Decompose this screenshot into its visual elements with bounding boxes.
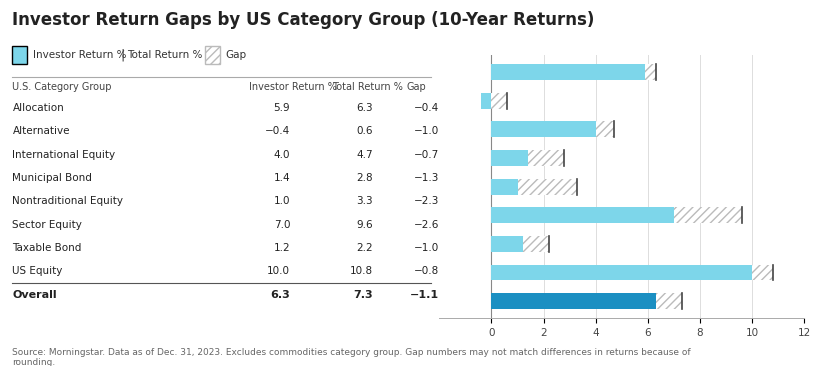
Bar (595, 122, 614, 137)
Bar (522, 236, 548, 252)
Text: −2.6: −2.6 (413, 220, 439, 229)
Text: 10.8: 10.8 (349, 266, 373, 276)
Text: 6.3: 6.3 (270, 290, 290, 300)
Text: Gap: Gap (225, 50, 246, 60)
Text: 1.2: 1.2 (273, 243, 290, 253)
Bar (527, 150, 564, 166)
Text: −1.0: −1.0 (414, 126, 439, 136)
Bar (644, 64, 655, 80)
Text: 3.3: 3.3 (356, 196, 373, 206)
Text: |: | (120, 48, 124, 61)
Text: 1.0: 1.0 (273, 196, 290, 206)
Bar (491, 122, 595, 137)
Bar (491, 265, 751, 280)
Text: 1.4: 1.4 (273, 173, 290, 183)
Text: U.S. Category Group: U.S. Category Group (12, 82, 112, 92)
Text: Investor Return %: Investor Return % (248, 82, 336, 92)
Text: Investor Return Gaps by US Category Group (10-Year Returns): Investor Return Gaps by US Category Grou… (12, 11, 595, 29)
Text: −1.3: −1.3 (413, 173, 439, 183)
Text: −0.8: −0.8 (414, 266, 439, 276)
Text: Investor Return %: Investor Return % (33, 50, 127, 60)
Bar (673, 208, 741, 223)
Text: Municipal Bond: Municipal Bond (12, 173, 92, 183)
Text: 4.0: 4.0 (273, 150, 290, 160)
Bar (480, 93, 507, 109)
Text: −1.0: −1.0 (414, 243, 439, 253)
Bar (491, 208, 673, 223)
Text: Nontraditional Equity: Nontraditional Equity (12, 196, 123, 206)
Text: −0.7: −0.7 (414, 150, 439, 160)
Bar (751, 265, 772, 280)
Bar (491, 150, 527, 166)
Text: US Equity: US Equity (12, 266, 63, 276)
Text: Total Return %: Total Return % (331, 82, 402, 92)
Text: Overall: Overall (12, 290, 57, 300)
Bar (491, 294, 655, 309)
Text: Alternative: Alternative (12, 126, 70, 136)
Bar (655, 294, 681, 309)
Text: 7.0: 7.0 (273, 220, 290, 229)
Bar (480, 93, 507, 109)
Bar (517, 179, 577, 195)
Bar (491, 64, 644, 80)
Text: 6.3: 6.3 (356, 103, 373, 113)
Bar (595, 122, 614, 137)
Text: 10.0: 10.0 (267, 266, 290, 276)
Text: 4.7: 4.7 (356, 150, 373, 160)
Text: 0.6: 0.6 (356, 126, 373, 136)
Bar (491, 236, 522, 252)
Text: 2.2: 2.2 (356, 243, 373, 253)
Text: Source: Morningstar. Data as of Dec. 31, 2023. Excludes commodities category gro: Source: Morningstar. Data as of Dec. 31,… (12, 348, 691, 366)
Text: −1.1: −1.1 (410, 290, 439, 300)
Bar (522, 236, 548, 252)
Text: −0.4: −0.4 (414, 103, 439, 113)
Bar (517, 179, 577, 195)
Bar (644, 64, 655, 80)
Text: Total Return %: Total Return % (127, 50, 202, 60)
Bar (655, 294, 681, 309)
Text: Allocation: Allocation (12, 103, 64, 113)
Text: Taxable Bond: Taxable Bond (12, 243, 82, 253)
Bar (480, 93, 491, 109)
Text: Sector Equity: Sector Equity (12, 220, 82, 229)
Text: 7.3: 7.3 (353, 290, 373, 300)
Text: 2.8: 2.8 (356, 173, 373, 183)
Bar (527, 150, 564, 166)
Bar (673, 208, 741, 223)
Text: −2.3: −2.3 (413, 196, 439, 206)
Text: 5.9: 5.9 (273, 103, 290, 113)
Text: Gap: Gap (406, 82, 426, 92)
Bar (491, 179, 517, 195)
Text: International Equity: International Equity (12, 150, 115, 160)
Bar (751, 265, 772, 280)
Text: 9.6: 9.6 (356, 220, 373, 229)
Text: −0.4: −0.4 (265, 126, 290, 136)
